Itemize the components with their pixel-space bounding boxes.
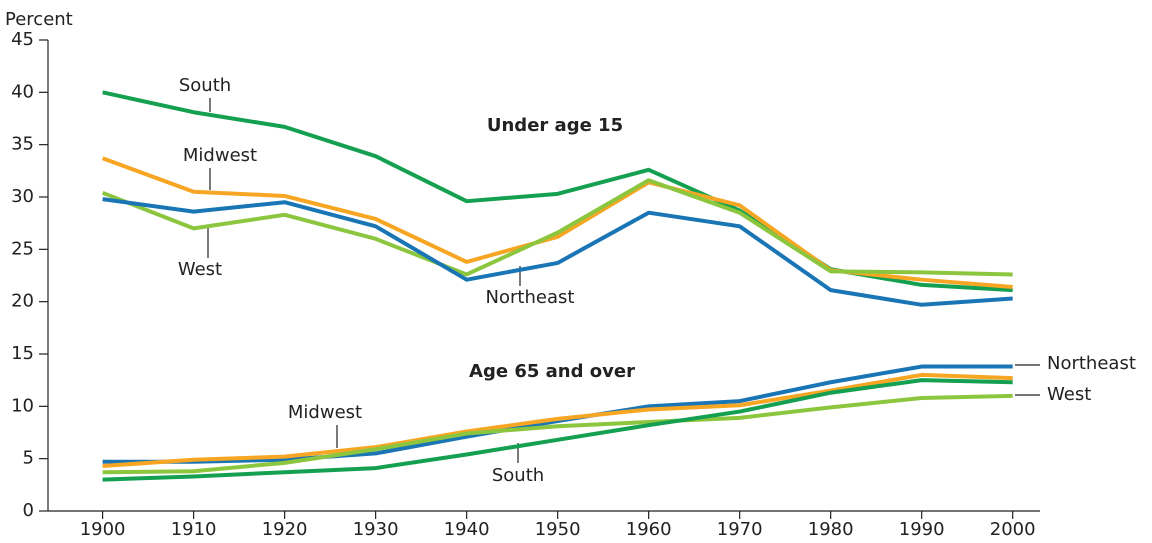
series-line xyxy=(102,197,1013,307)
series-line xyxy=(101,178,1013,277)
y-tick-label: 15 xyxy=(11,343,34,364)
series-label: South xyxy=(492,465,544,486)
y-axis-label: Percent xyxy=(5,9,73,30)
series-line xyxy=(102,372,1013,468)
series-line xyxy=(102,378,1013,482)
x-tick-label: 1980 xyxy=(808,519,854,540)
x-tick-label: 1930 xyxy=(353,519,399,540)
y-tick-label: 5 xyxy=(23,448,34,469)
series-label: Northeast xyxy=(486,287,575,308)
x-tick-label: 1990 xyxy=(899,519,945,540)
x-tick-label: 2000 xyxy=(990,519,1036,540)
x-tick-label: 1950 xyxy=(535,519,581,540)
y-tick-label: 45 xyxy=(11,29,34,50)
y-tick-label: 20 xyxy=(11,291,34,312)
y-tick-label: 10 xyxy=(11,395,34,416)
series-label: Midwest xyxy=(183,145,257,166)
series-label: South xyxy=(179,75,231,96)
y-tick-label: 25 xyxy=(11,238,34,259)
annotation: Under age 15 xyxy=(487,115,623,136)
x-tick-label: 1900 xyxy=(80,519,126,540)
x-tick-label: 1940 xyxy=(444,519,490,540)
annotation: Age 65 and over xyxy=(469,361,635,382)
x-tick-label: 1970 xyxy=(717,519,763,540)
y-tick-label: 30 xyxy=(11,186,34,207)
series-label: Northeast xyxy=(1047,353,1136,374)
series-label: West xyxy=(178,259,222,280)
x-tick-label: 1960 xyxy=(626,519,672,540)
y-tick-label: 0 xyxy=(23,500,34,521)
y-tick-label: 35 xyxy=(11,134,34,155)
series-label: West xyxy=(1047,384,1091,405)
series-line xyxy=(102,393,1013,475)
x-tick-label: 1920 xyxy=(262,519,308,540)
series-label: Midwest xyxy=(288,402,362,423)
x-tick-label: 1910 xyxy=(171,519,217,540)
series-line xyxy=(102,364,1013,464)
y-tick-label: 40 xyxy=(11,81,34,102)
